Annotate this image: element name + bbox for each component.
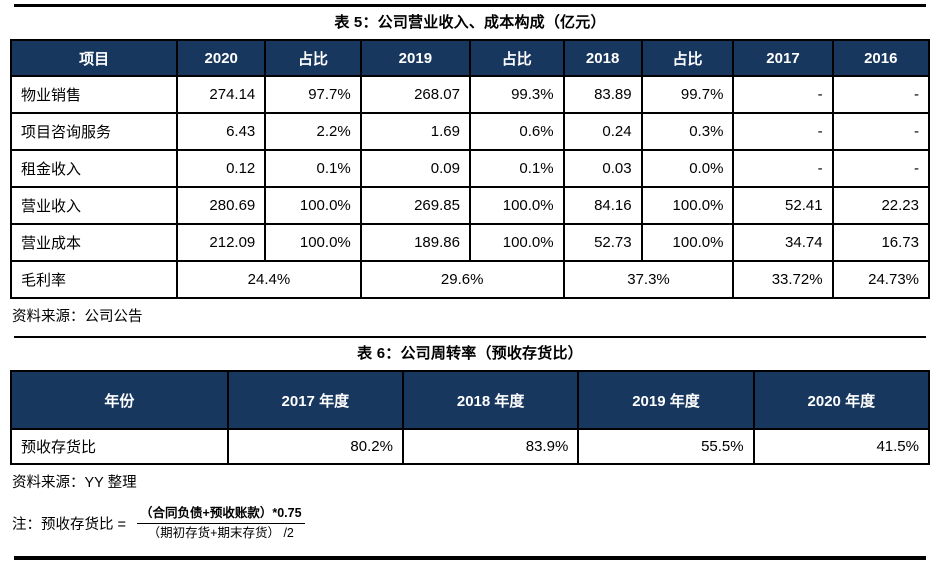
top-divider — [14, 4, 926, 7]
value-cell: 274.14 — [176, 75, 267, 114]
value-cell: 100.0% — [264, 223, 362, 262]
value-cell: 0.1% — [264, 149, 362, 188]
row-label-cell: 项目咨询服务 — [9, 112, 179, 151]
gross-margin-2016-cell: 24.73% — [831, 260, 931, 299]
value-cell: 99.7% — [640, 75, 735, 114]
row-label-cell: 毛利率 — [9, 260, 179, 299]
value-cell: 0.3% — [640, 112, 735, 151]
value-cell: 22.23 — [831, 186, 931, 225]
table6-turnover-table: 年份 2017 年度 2018 年度 2019 年度 2020 年度 预收存货比… — [10, 370, 931, 465]
value-cell: - — [831, 112, 931, 151]
table5-header-item: 项目 — [9, 39, 179, 77]
value-cell: 100.0% — [468, 223, 565, 262]
value-cell: 100.0% — [640, 223, 735, 262]
value-cell: 0.24 — [562, 112, 643, 151]
value-cell: 0.0% — [640, 149, 735, 188]
gross-margin-2019-cell: 29.6% — [359, 260, 565, 299]
table5-source: 资料来源：公司公告 — [12, 309, 143, 325]
gross-margin-2017-cell: 33.72% — [732, 260, 834, 299]
formula-note-prefix: 注：预收存货比 = — [12, 516, 131, 533]
table5-header-share-2020: 占比 — [264, 39, 362, 77]
value-cell: 34.74 — [732, 223, 834, 262]
value-cell: 212.09 — [176, 223, 267, 262]
gross-margin-2020-cell: 24.4% — [176, 260, 362, 299]
value-cell: 0.03 — [562, 149, 643, 188]
row-label-cell: 预收存货比 — [10, 428, 229, 465]
formula-note: 注：预收存货比 = （合同负债+预收账款）*0.75 （期初存货+期末存货） /… — [12, 497, 940, 549]
value-cell: 0.09 — [359, 149, 471, 188]
table-row-gross-margin: 毛利率 24.4% 29.6% 37.3% 33.72% 24.73% — [9, 260, 931, 299]
table5-header-2019: 2019 — [359, 39, 471, 77]
value-cell: 80.2% — [226, 428, 404, 465]
value-cell: 0.1% — [468, 149, 565, 188]
formula-fraction: （合同负债+预收账款）*0.75 （期初存货+期末存货） /2 — [137, 505, 305, 542]
table6-header-year: 年份 — [10, 370, 229, 430]
table-row-rental-income: 租金收入 0.12 0.1% 0.09 0.1% 0.03 0.0% - - — [9, 149, 931, 188]
row-label-cell: 营业成本 — [9, 223, 179, 262]
value-cell: 6.43 — [176, 112, 267, 151]
table5-header-2020: 2020 — [176, 39, 267, 77]
value-cell: 100.0% — [640, 186, 735, 225]
value-cell: 269.85 — [359, 186, 471, 225]
table-row-presale-inventory-ratio: 预收存货比 80.2% 83.9% 55.5% 41.5% — [10, 428, 931, 465]
value-cell: 41.5% — [752, 428, 931, 465]
table5-header-share-2018: 占比 — [640, 39, 735, 77]
bottom-divider — [14, 556, 926, 560]
row-label-cell: 物业销售 — [9, 75, 179, 114]
table5-header-share-2019: 占比 — [468, 39, 565, 77]
bottom-spacer — [0, 549, 940, 556]
value-cell: 97.7% — [264, 75, 362, 114]
value-cell: 99.3% — [468, 75, 565, 114]
value-cell: - — [732, 75, 834, 114]
value-cell: 83.9% — [401, 428, 580, 465]
middle-divider — [14, 336, 926, 338]
value-cell: 2.2% — [264, 112, 362, 151]
value-cell: 83.89 — [562, 75, 643, 114]
table6-title: 表 6：公司周转率（预收存货比） — [357, 345, 583, 362]
value-cell: 0.12 — [176, 149, 267, 188]
table-row-property-sales: 物业销售 274.14 97.7% 268.07 99.3% 83.89 99.… — [9, 75, 931, 114]
formula-denominator: （期初存货+期末存货） /2 — [147, 525, 294, 540]
value-cell: 100.0% — [468, 186, 565, 225]
value-cell: 52.41 — [732, 186, 834, 225]
table6-header-2017: 2017 年度 — [226, 370, 404, 430]
value-cell: 55.5% — [577, 428, 755, 465]
value-cell: - — [831, 149, 931, 188]
table6-header-2019: 2019 年度 — [577, 370, 755, 430]
row-label-cell: 营业收入 — [9, 186, 179, 225]
value-cell: 0.6% — [468, 112, 565, 151]
table5-title: 表 5：公司营业收入、成本构成（亿元） — [334, 14, 606, 31]
formula-numerator: （合同负债+预收账款）*0.75 — [137, 505, 305, 524]
report-page: 表 5：公司营业收入、成本构成（亿元） 项目 2020 占比 2019 占比 2… — [0, 4, 940, 577]
value-cell: - — [732, 112, 834, 151]
value-cell: 84.16 — [562, 186, 643, 225]
table-row-operating-cost: 营业成本 212.09 100.0% 189.86 100.0% 52.73 1… — [9, 223, 931, 262]
row-label-cell: 租金收入 — [9, 149, 179, 188]
table5-header-2016: 2016 — [831, 39, 931, 77]
value-cell: - — [831, 75, 931, 114]
value-cell: 16.73 — [831, 223, 931, 262]
table-row-consulting-service: 项目咨询服务 6.43 2.2% 1.69 0.6% 0.24 0.3% - - — [9, 112, 931, 151]
table5-revenue-cost-table: 项目 2020 占比 2019 占比 2018 占比 2017 2016 物业销… — [9, 39, 931, 299]
table5-header-2017: 2017 — [732, 39, 834, 77]
table5-header-2018: 2018 — [562, 39, 643, 77]
value-cell: 1.69 — [359, 112, 471, 151]
value-cell: 52.73 — [562, 223, 643, 262]
gross-margin-2018-cell: 37.3% — [562, 260, 735, 299]
table-row-operating-revenue: 营业收入 280.69 100.0% 269.85 100.0% 84.16 1… — [9, 186, 931, 225]
value-cell: 100.0% — [264, 186, 362, 225]
value-cell: - — [732, 149, 834, 188]
value-cell: 268.07 — [359, 75, 471, 114]
table6-source: 资料来源：YY 整理 — [12, 475, 137, 491]
value-cell: 189.86 — [359, 223, 471, 262]
value-cell: 280.69 — [176, 186, 267, 225]
table6-header-row: 年份 2017 年度 2018 年度 2019 年度 2020 年度 — [10, 370, 931, 430]
table5-header-row: 项目 2020 占比 2019 占比 2018 占比 2017 2016 — [9, 39, 931, 77]
table6-header-2018: 2018 年度 — [401, 370, 580, 430]
table6-header-2020: 2020 年度 — [752, 370, 931, 430]
